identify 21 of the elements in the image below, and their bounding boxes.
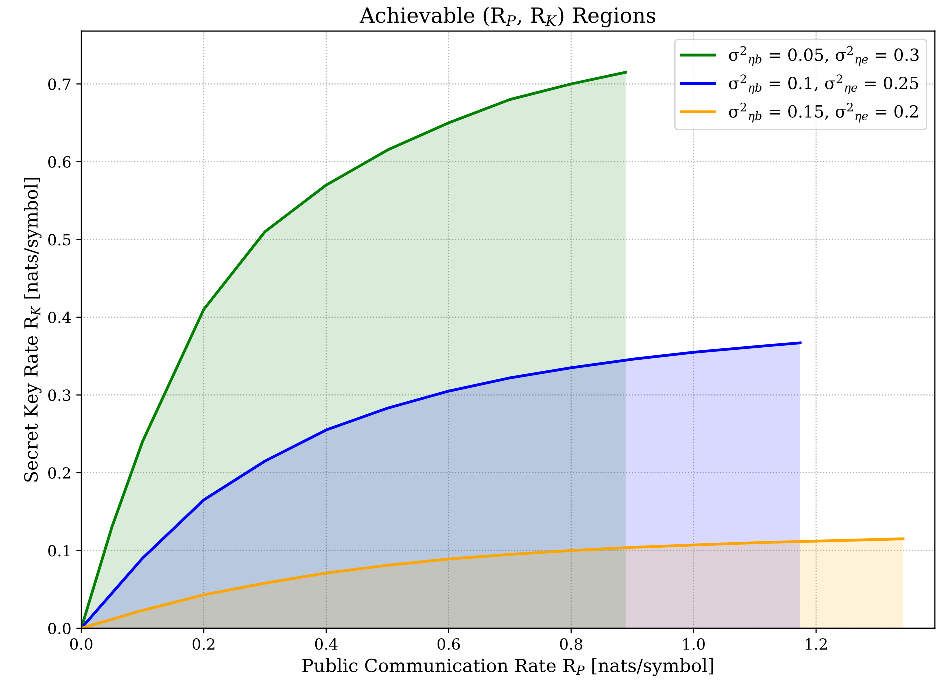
- legend-label: σ$^{2}$$_{ηb}$ = 0.1, σ$^{2}$$_{ηe}$ = 0.25: [729, 74, 918, 94]
- x-tick-label: 0.8: [560, 638, 583, 650]
- x-tick-label: 1.0: [684, 638, 705, 650]
- x-tick-label: 1.2: [806, 638, 827, 650]
- y-tick-label: 0.5: [48, 234, 71, 246]
- y-axis-title: Secret Key Rate R$_{K}$ [nats/symbol]: [24, 178, 42, 482]
- x-tick-label: 0.2: [192, 638, 215, 650]
- x-tick-label: 0.6: [438, 638, 460, 650]
- legend-label: σ$^{2}$$_{ηb}$ = 0.05, σ$^{2}$$_{ηe}$ = 0.3: [729, 46, 919, 66]
- x-tick-label: 0.4: [315, 638, 338, 650]
- y-tick-label: 0.3: [48, 390, 71, 402]
- legend-label: σ$^{2}$$_{ηb}$ = 0.15, σ$^{2}$$_{ηe}$ = 0.2: [729, 102, 918, 123]
- y-tick-label: 0.7: [48, 78, 71, 90]
- y-tick-label: 0.4: [48, 312, 72, 324]
- x-axis-title: Public Communication Rate R$_{P}$ [nats/symbol]: [302, 658, 714, 676]
- x-tick-label: 0.0: [70, 638, 93, 650]
- chart-title: Achievable (R$_{P}$, R$_{K}$) Regions: [360, 7, 656, 28]
- y-tick-label: 0.6: [48, 156, 71, 168]
- y-tick-label: 0.0: [48, 622, 71, 635]
- y-tick-label: 0.2: [48, 467, 70, 479]
- y-tick-label: 0.1: [48, 545, 70, 557]
